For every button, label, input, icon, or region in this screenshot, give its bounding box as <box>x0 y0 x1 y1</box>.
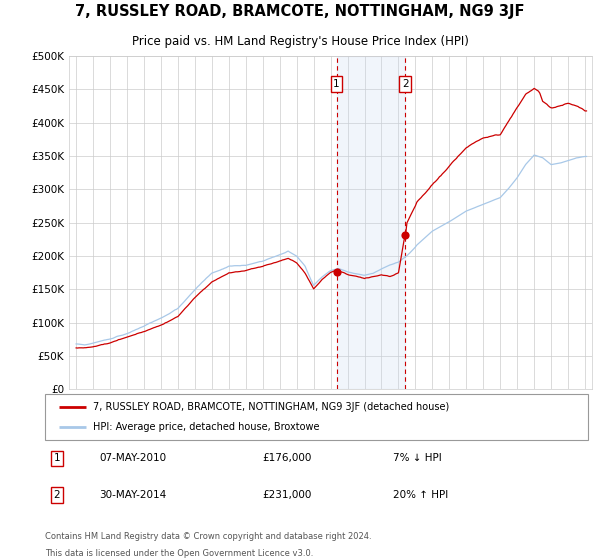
Text: Price paid vs. HM Land Registry's House Price Index (HPI): Price paid vs. HM Land Registry's House … <box>131 35 469 48</box>
Text: £176,000: £176,000 <box>262 454 311 464</box>
Text: £231,000: £231,000 <box>262 490 311 500</box>
Text: 7, RUSSLEY ROAD, BRAMCOTE, NOTTINGHAM, NG9 3JF: 7, RUSSLEY ROAD, BRAMCOTE, NOTTINGHAM, N… <box>75 4 525 19</box>
Text: 7, RUSSLEY ROAD, BRAMCOTE, NOTTINGHAM, NG9 3JF (detached house): 7, RUSSLEY ROAD, BRAMCOTE, NOTTINGHAM, N… <box>93 402 449 412</box>
Text: 7% ↓ HPI: 7% ↓ HPI <box>392 454 441 464</box>
Text: 2: 2 <box>402 79 409 89</box>
Text: 30-MAY-2014: 30-MAY-2014 <box>100 490 167 500</box>
Text: 1: 1 <box>53 454 60 464</box>
Text: Contains HM Land Registry data © Crown copyright and database right 2024.: Contains HM Land Registry data © Crown c… <box>45 533 371 542</box>
FancyBboxPatch shape <box>45 394 588 440</box>
Text: This data is licensed under the Open Government Licence v3.0.: This data is licensed under the Open Gov… <box>45 549 313 558</box>
Bar <box>337 56 406 389</box>
Point <box>332 268 341 277</box>
Point <box>401 231 410 240</box>
Text: 2: 2 <box>53 490 60 500</box>
Text: 1: 1 <box>333 79 340 89</box>
Text: HPI: Average price, detached house, Broxtowe: HPI: Average price, detached house, Brox… <box>93 422 319 432</box>
Text: 20% ↑ HPI: 20% ↑ HPI <box>392 490 448 500</box>
Text: 07-MAY-2010: 07-MAY-2010 <box>100 454 166 464</box>
